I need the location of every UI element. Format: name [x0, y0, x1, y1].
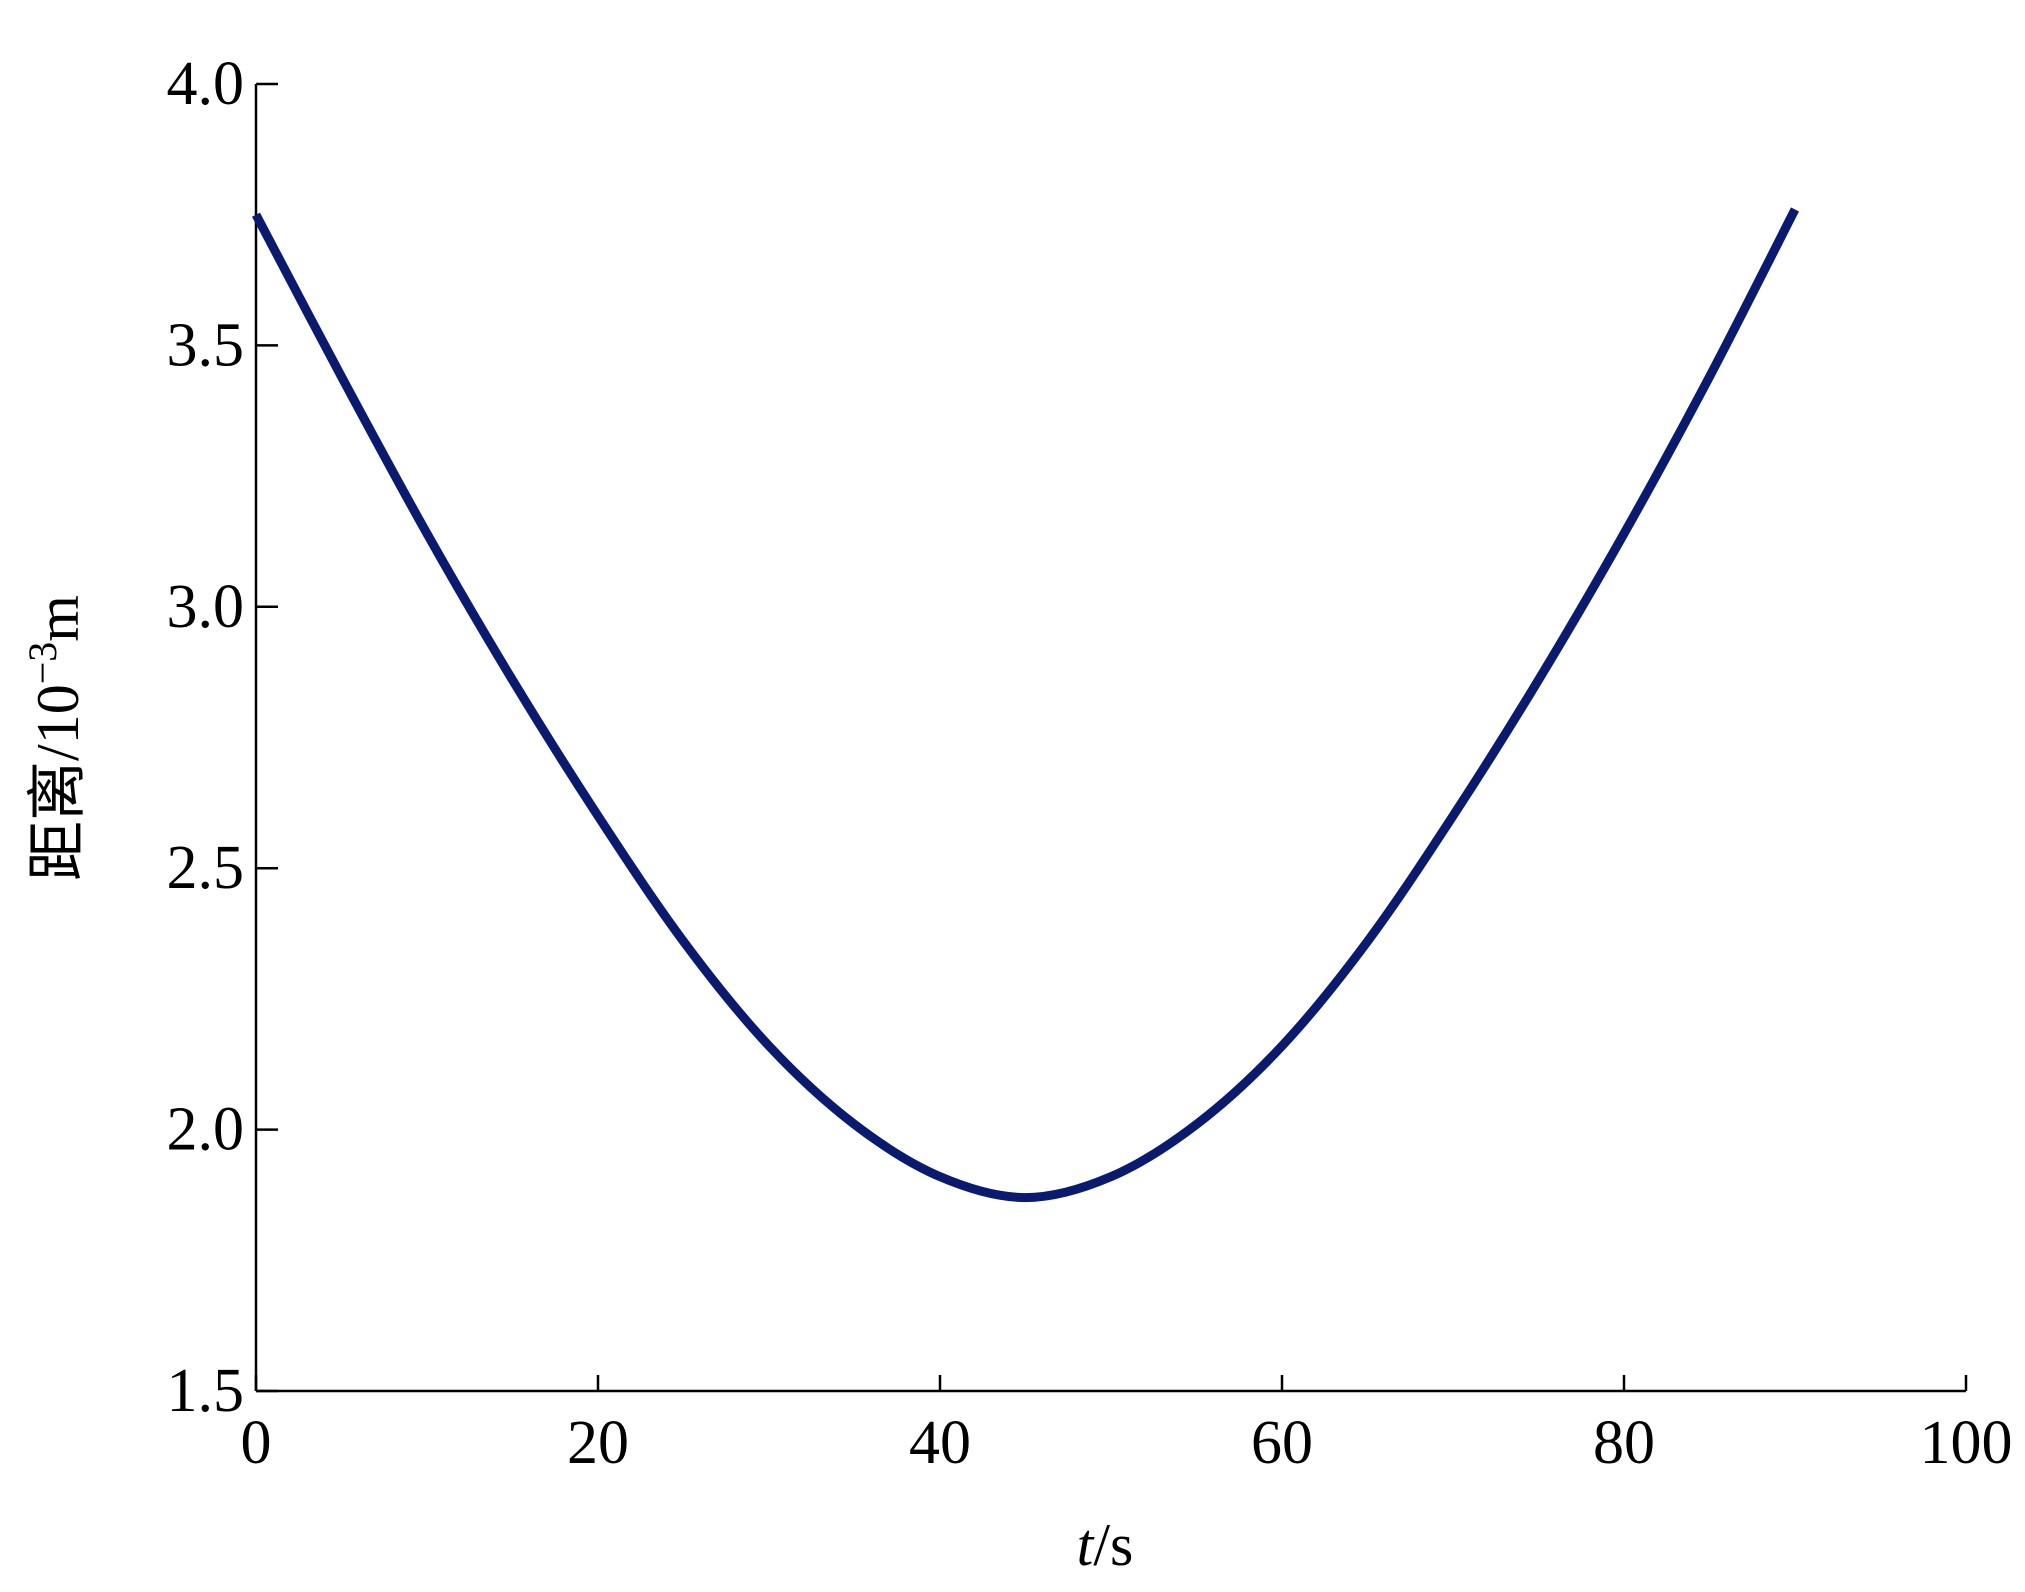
y-tick-label: 1.5: [167, 1357, 245, 1425]
x-tick-label: 100: [1920, 1409, 2013, 1477]
x-tick-label: 0: [241, 1409, 272, 1477]
x-axis-label: t/s: [1077, 1512, 1134, 1578]
y-tick-label: 3.0: [167, 573, 245, 641]
y-tick-label: 2.0: [167, 1096, 245, 1164]
axes: 0 20 40 60 80 100 1.5 2.0 2.5 3.0 3.5 4.0: [167, 50, 2013, 1477]
y-tick-label: 3.5: [167, 311, 245, 379]
x-tick-label: 40: [909, 1409, 971, 1477]
y-tick-label: 2.5: [167, 834, 245, 902]
y-tick-label: 4.0: [167, 50, 245, 118]
x-tick-label: 80: [1593, 1409, 1655, 1477]
y-axis-label: 距离/10−3m: [20, 595, 91, 881]
x-tick-label: 20: [567, 1409, 629, 1477]
x-tick-label: 60: [1251, 1409, 1313, 1477]
plot-area: [252, 207, 1800, 1203]
data-line: [252, 207, 1800, 1203]
